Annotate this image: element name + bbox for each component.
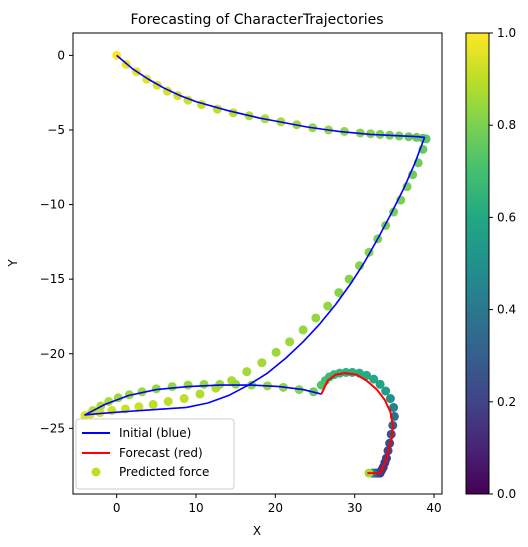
force-point — [362, 370, 372, 380]
force-point — [298, 325, 308, 335]
force-point — [385, 394, 395, 404]
force-point — [163, 397, 173, 406]
force-point — [134, 402, 144, 412]
y-axis-ticks: 0 −5 −10 −15 −20 −25 — [40, 48, 73, 435]
colorbar-ticks: 0.0 0.2 0.4 0.6 0.8 1.0 — [489, 26, 516, 501]
force-point — [95, 408, 105, 418]
colorbar-tick-label: 1.0 — [497, 26, 516, 40]
force-point — [354, 261, 364, 271]
y-axis-label: Y — [6, 259, 20, 268]
force-point — [381, 386, 391, 396]
colorbar: 0.0 0.2 0.4 0.6 0.8 1.0 — [465, 26, 516, 501]
legend-label-initial: Initial (blue) — [119, 426, 191, 440]
legend-label-predicted-force: Predicted force — [119, 465, 209, 479]
x-tick-label: 0 — [113, 501, 121, 515]
predicted-force-points — [80, 50, 431, 478]
legend-box — [75, 418, 235, 490]
force-point — [285, 337, 295, 347]
force-point — [242, 367, 252, 377]
force-point — [334, 288, 344, 298]
force-point — [137, 387, 147, 397]
x-tick-label: 40 — [426, 501, 441, 515]
chart-title: Forecasting of CharacterTrajectories — [130, 12, 383, 28]
force-point — [199, 379, 209, 389]
colorbar-tick-label: 0.4 — [497, 303, 516, 317]
legend: Initial (blue) Forecast (red) Predicted … — [75, 418, 235, 490]
force-point — [257, 358, 267, 368]
legend-swatch-predicted-force — [91, 467, 101, 477]
y-tick-label: −5 — [47, 123, 65, 137]
trajectory-lines — [84, 54, 426, 475]
x-tick-label: 20 — [268, 501, 283, 515]
plot-area — [80, 50, 431, 478]
legend-label-forecast: Forecast (red) — [119, 446, 203, 460]
force-point — [369, 374, 379, 384]
y-tick-label: 0 — [57, 48, 65, 62]
colorbar-tick-label: 0.0 — [497, 487, 516, 501]
force-point — [311, 313, 321, 323]
force-point — [148, 399, 158, 409]
y-tick-label: −15 — [40, 272, 65, 286]
colorbar-tick-label: 0.2 — [497, 395, 516, 409]
force-point — [389, 402, 399, 412]
force-point — [179, 394, 189, 404]
y-tick-label: −25 — [40, 421, 65, 435]
force-point — [271, 347, 281, 357]
plot-frame — [72, 32, 443, 495]
colorbar-tick-label: 0.8 — [497, 118, 516, 132]
x-tick-label: 10 — [188, 501, 203, 515]
y-tick-label: −20 — [40, 347, 65, 361]
initial-trajectory-line — [84, 54, 426, 416]
x-tick-label: 30 — [347, 501, 362, 515]
forecast-trajectory-line — [320, 372, 394, 475]
x-axis-ticks: 0 10 20 30 40 — [113, 494, 442, 515]
force-point — [195, 389, 205, 399]
force-point — [183, 380, 193, 390]
colorbar-gradient — [465, 32, 490, 495]
force-point — [167, 382, 177, 392]
x-axis-label: X — [253, 524, 261, 538]
y-tick-label: −10 — [40, 198, 65, 212]
force-point — [375, 379, 385, 389]
force-point — [323, 301, 333, 311]
colorbar-tick-label: 0.6 — [497, 210, 516, 224]
